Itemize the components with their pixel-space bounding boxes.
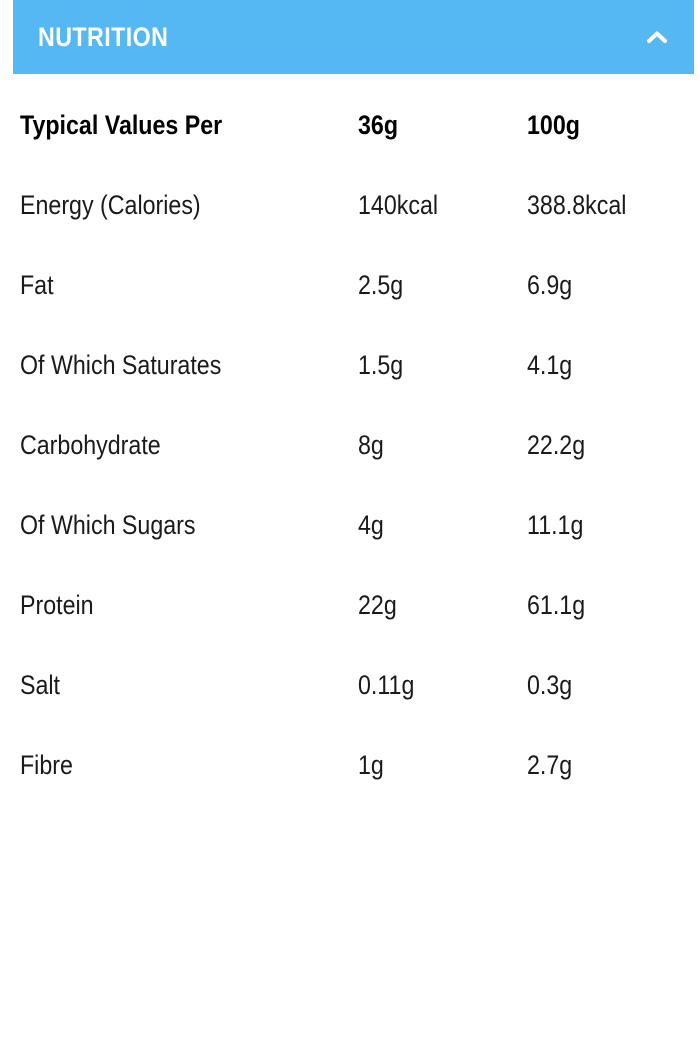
chevron-up-icon[interactable]: [644, 24, 670, 50]
per-serving-value: 1g: [358, 749, 384, 780]
table-row: Protein 22g 61.1g: [20, 565, 680, 645]
nutrient-name: Energy (Calories): [20, 189, 201, 220]
nutrition-accordion-header[interactable]: NUTRITION: [13, 0, 694, 74]
accordion-title: NUTRITION: [38, 21, 169, 52]
table-header-row: Typical Values Per 36g 100g: [20, 85, 680, 165]
per-serving-value: 8g: [358, 429, 384, 460]
table-row: Fat 2.5g 6.9g: [20, 245, 680, 325]
per-100g-value: 4.1g: [527, 349, 573, 380]
column-header-per-serving: 36g: [358, 109, 399, 140]
per-serving-value: 0.11g: [358, 669, 415, 700]
nutrition-table: Typical Values Per 36g 100g Energy (Calo…: [20, 85, 680, 805]
table-row: Carbohydrate 8g 22.2g: [20, 405, 680, 485]
table-row: Salt 0.11g 0.3g: [20, 645, 680, 725]
per-100g-value: 2.7g: [527, 749, 573, 780]
table-row: Of Which Sugars 4g 11.1g: [20, 485, 680, 565]
per-serving-value: 2.5g: [358, 269, 404, 300]
nutrient-name: Of Which Saturates: [20, 349, 222, 380]
nutrient-name: Salt: [20, 669, 61, 700]
per-serving-value: 1.5g: [358, 349, 404, 380]
per-serving-value: 22g: [358, 589, 397, 620]
table-row: Of Which Saturates 1.5g 4.1g: [20, 325, 680, 405]
nutrient-name: Of Which Sugars: [20, 509, 196, 540]
per-100g-value: 11.1g: [527, 509, 584, 540]
per-serving-value: 4g: [358, 509, 384, 540]
per-100g-value: 61.1g: [527, 589, 586, 620]
table-row: Fibre 1g 2.7g: [20, 725, 680, 805]
nutrient-name: Fibre: [20, 749, 73, 780]
per-100g-value: 0.3g: [527, 669, 573, 700]
table-row: Energy (Calories) 140kcal 388.8kcal: [20, 165, 680, 245]
per-100g-value: 388.8kcal: [527, 189, 627, 220]
nutrient-name: Carbohydrate: [20, 429, 161, 460]
per-100g-value: 6.9g: [527, 269, 573, 300]
per-serving-value: 140kcal: [358, 189, 439, 220]
nutrient-name: Protein: [20, 589, 94, 620]
column-header-per-100g: 100g: [527, 109, 580, 140]
per-100g-value: 22.2g: [527, 429, 586, 460]
column-header-typical-values: Typical Values Per: [20, 109, 223, 140]
nutrient-name: Fat: [20, 269, 54, 300]
